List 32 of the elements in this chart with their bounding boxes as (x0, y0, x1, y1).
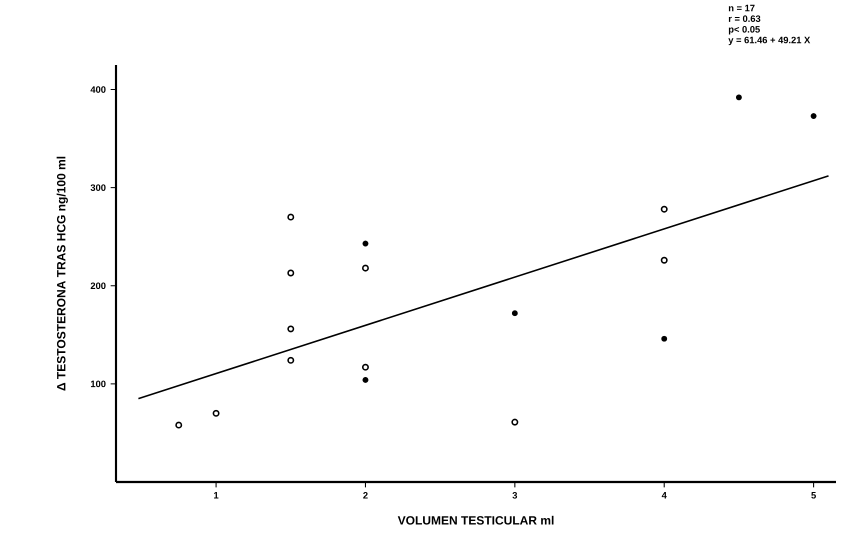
point (287, 356, 294, 364)
y-axis-title: Δ TESTOSTERONA TRAS HCG ng/100 ml (56, 156, 68, 391)
point (511, 418, 518, 426)
point (810, 113, 817, 119)
point (362, 240, 368, 247)
x-tick-label: 5 (811, 492, 816, 499)
text: n = 17 (728, 4, 755, 12)
y-tick-label: 200 (90, 282, 106, 290)
x-axis-title: VOLUMEN TESTICULAR ml (398, 516, 554, 525)
text: y = 61.46 + 49.21 X (728, 36, 810, 46)
text: r = 0.63 (728, 15, 760, 22)
point (736, 94, 742, 100)
text: p< 0.05 (728, 26, 760, 34)
point (512, 310, 518, 316)
point (362, 264, 369, 272)
point (287, 270, 294, 276)
y-tick-label: 300 (90, 184, 106, 191)
point (287, 325, 294, 332)
x-tick-label: 1 (214, 492, 218, 498)
point (362, 377, 368, 383)
x-tick-label: 4 (662, 492, 667, 498)
point (661, 336, 668, 342)
point (287, 214, 294, 221)
y-tick-label: 400 (90, 86, 106, 93)
point (660, 206, 668, 213)
x-tick-label: 2 (363, 492, 368, 499)
point (362, 364, 369, 371)
point (212, 410, 220, 417)
y-tick-label: 100 (90, 380, 106, 388)
point (660, 256, 668, 264)
point (175, 422, 182, 429)
x-tick-label: 3 (512, 492, 518, 499)
